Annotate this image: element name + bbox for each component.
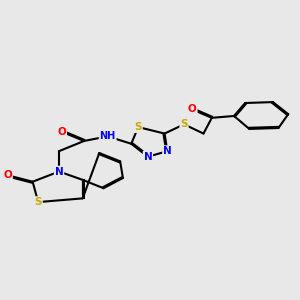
Text: O: O: [188, 104, 197, 115]
Text: S: S: [34, 197, 42, 207]
Text: N: N: [143, 152, 152, 162]
Text: NH: NH: [100, 131, 116, 141]
Text: S: S: [134, 122, 142, 132]
Text: O: O: [57, 127, 66, 137]
Text: N: N: [55, 167, 63, 176]
Text: S: S: [180, 119, 188, 129]
Text: N: N: [163, 146, 172, 156]
Text: O: O: [3, 170, 12, 180]
